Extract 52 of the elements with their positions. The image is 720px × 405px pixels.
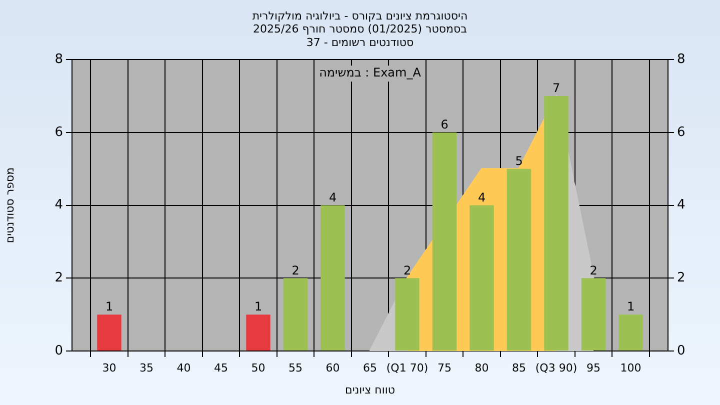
- x-tick-label: 40: [176, 361, 191, 374]
- data-label: 1: [105, 300, 114, 314]
- bar: [320, 205, 345, 350]
- bar: [544, 96, 568, 350]
- bar: [470, 205, 494, 350]
- x-tick-label: 95: [586, 361, 600, 374]
- data-label: 4: [328, 190, 337, 204]
- y-tick-label: 4: [54, 198, 63, 213]
- data-label: 1: [254, 300, 262, 314]
- y-tick-label: 8: [54, 52, 63, 67]
- bar: [581, 278, 606, 350]
- x-axis-title: טווח ציונים: [345, 383, 395, 396]
- x-tick-label: 100: [620, 361, 642, 374]
- x-tick-label: 35: [140, 361, 154, 374]
- data-label: 2: [403, 263, 412, 278]
- data-label: 2: [292, 263, 300, 278]
- bar: [432, 132, 457, 350]
- x-tick-label: 85: [512, 361, 526, 374]
- x-tick-label: (Q3 90): [535, 361, 578, 374]
- bar: [97, 314, 122, 350]
- chart-title: היסטוגרמת ציונים בקורס - ביולוגיה מולקולרית: [252, 9, 468, 22]
- data-label: 7: [552, 81, 560, 96]
- y2-tick-label: 0: [677, 343, 686, 358]
- bar: [395, 278, 420, 350]
- x-tick-label: 55: [288, 361, 302, 374]
- data-label: 5: [515, 154, 523, 168]
- y-axis-title: מספר סטודנטים: [3, 167, 16, 244]
- x-tick-label: 30: [102, 361, 116, 374]
- data-label: 4: [478, 190, 486, 204]
- y2-tick-label: 4: [677, 198, 686, 213]
- data-label: 6: [440, 118, 448, 132]
- x-tick-label: 75: [438, 361, 452, 374]
- y2-tick-label: 8: [677, 52, 686, 67]
- data-label: 2: [590, 263, 598, 278]
- x-tick-label: 65: [363, 361, 377, 374]
- bar: [618, 314, 643, 350]
- annotation: במשימה : Exam_A: [319, 66, 422, 80]
- x-tick-label: 45: [214, 361, 228, 374]
- data-label: 1: [626, 300, 635, 314]
- bar: [246, 314, 270, 350]
- x-tick-label: 80: [474, 361, 489, 374]
- chart-subtitle: בסמסטר (01/2025) סמסטר חורף 2025/26 סטודנטים רשומים - 37: [253, 22, 467, 49]
- x-tick-label: 50: [251, 361, 266, 374]
- y-tick-label: 0: [54, 343, 63, 358]
- bar: [506, 168, 532, 350]
- bar: [283, 278, 308, 350]
- y-tick-label: 2: [54, 270, 63, 286]
- y-tick-label: 6: [54, 124, 63, 140]
- y2-tick-label: 2: [677, 270, 686, 286]
- x-tick-label: 60: [326, 361, 340, 374]
- x-tick-label: (Q1 70): [386, 361, 428, 374]
- y2-tick-label: 6: [677, 124, 686, 140]
